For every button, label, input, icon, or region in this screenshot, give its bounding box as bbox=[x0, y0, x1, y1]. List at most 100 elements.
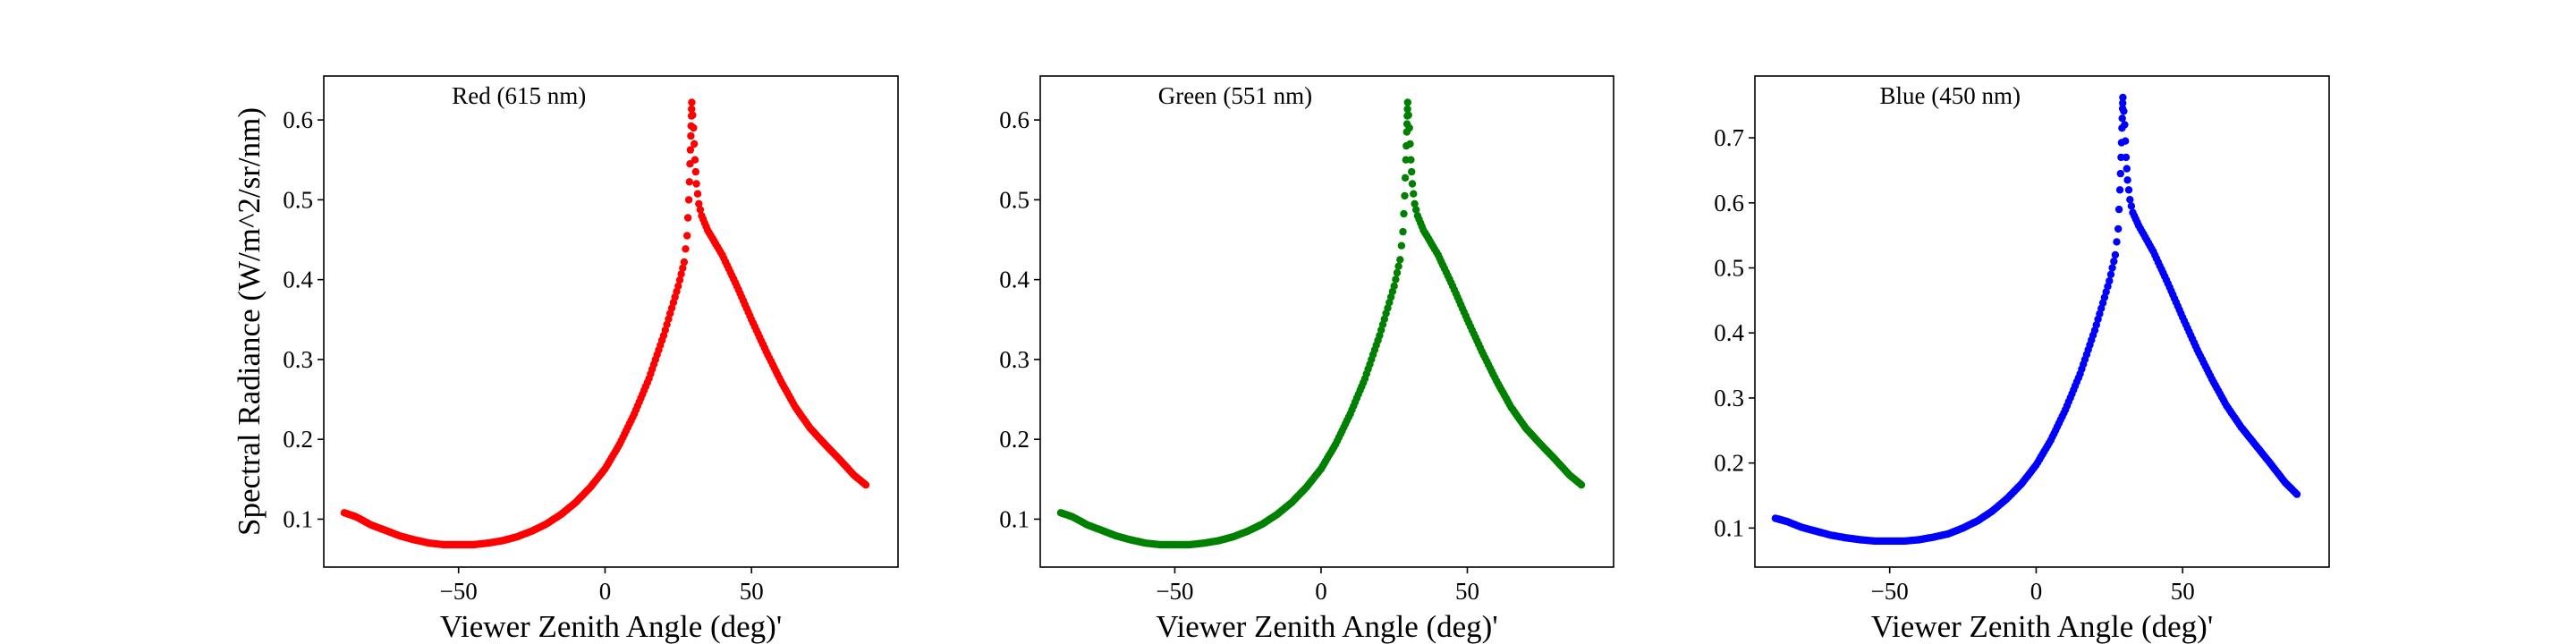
data-point bbox=[683, 214, 692, 222]
data-point bbox=[1401, 191, 1409, 200]
data-point bbox=[2123, 165, 2131, 173]
y-tick-label: 0.5 bbox=[283, 186, 313, 213]
x-axis-label: Viewer Zenith Angle (deg)' bbox=[1871, 609, 2213, 644]
data-point bbox=[2292, 490, 2301, 498]
data-point bbox=[2114, 225, 2123, 233]
data-point bbox=[1400, 209, 1408, 218]
data-point bbox=[1403, 98, 1412, 106]
chart-title: Blue (450 nm) bbox=[1880, 82, 2021, 109]
x-tick-label: −50 bbox=[440, 578, 478, 605]
x-tick-label: 0 bbox=[1315, 578, 1327, 605]
data-point bbox=[693, 190, 702, 198]
data-point bbox=[2113, 238, 2121, 246]
data-point bbox=[695, 199, 703, 208]
data-point bbox=[1412, 206, 1420, 214]
data-point bbox=[696, 206, 705, 214]
data-point bbox=[861, 480, 870, 489]
data-point bbox=[1407, 156, 1415, 164]
data-point bbox=[1390, 282, 1398, 290]
y-tick-label: 0.7 bbox=[1714, 124, 1744, 151]
plot-frame bbox=[1039, 75, 1614, 568]
data-point bbox=[675, 275, 684, 284]
data-point bbox=[2106, 270, 2115, 278]
x-tick-label: −50 bbox=[1871, 578, 1909, 605]
data-point bbox=[691, 140, 699, 148]
y-tick-label: 0.3 bbox=[1714, 385, 1744, 411]
data-point bbox=[1404, 111, 1412, 119]
data-point bbox=[680, 258, 689, 267]
data-point bbox=[677, 270, 685, 278]
data-point bbox=[1399, 227, 1407, 236]
data-point bbox=[2106, 276, 2114, 285]
x-tick-label: 50 bbox=[740, 578, 764, 605]
data-point bbox=[1411, 199, 1419, 208]
x-tick-label: −50 bbox=[1156, 578, 1193, 605]
data-point bbox=[1397, 242, 1406, 250]
data-point bbox=[1393, 268, 1402, 277]
data-point bbox=[684, 196, 693, 204]
y-tick-label: 0.2 bbox=[999, 426, 1030, 453]
data-point bbox=[2122, 137, 2130, 145]
data-point bbox=[690, 123, 698, 132]
plot-frame bbox=[323, 75, 899, 568]
data-point bbox=[692, 180, 700, 188]
plot-frame bbox=[1754, 75, 2330, 568]
y-tick-label: 0.5 bbox=[1714, 255, 1744, 282]
data-point bbox=[1405, 123, 1413, 132]
y-tick-label: 0.3 bbox=[999, 346, 1030, 373]
data-point bbox=[2127, 202, 2136, 210]
chart-panel-1: −50 0 50 0.1 0.2 0.3 0.4 0.5 0.6 Red (615 nm) View… bbox=[232, 75, 899, 644]
data-point bbox=[1394, 262, 1402, 270]
y-tick-label: 0.4 bbox=[1714, 319, 1744, 346]
y-tick-label: 0.2 bbox=[283, 426, 313, 453]
y-tick-label: 0.3 bbox=[283, 346, 313, 373]
data-point bbox=[2124, 186, 2133, 194]
data-point bbox=[1406, 140, 1414, 148]
data-point bbox=[1396, 256, 1404, 264]
data-point bbox=[686, 160, 694, 168]
y-axis-label: Spectral Radiance (W/m^2/sr/nm) bbox=[232, 107, 267, 536]
data-series bbox=[340, 98, 870, 549]
data-series bbox=[1056, 98, 1586, 549]
x-tick-label: 50 bbox=[2171, 578, 2195, 605]
data-point bbox=[687, 131, 695, 140]
data-point bbox=[1392, 275, 1400, 284]
data-point bbox=[2110, 258, 2118, 266]
data-point bbox=[2120, 107, 2128, 115]
data-point bbox=[1408, 180, 1417, 188]
data-point bbox=[1403, 105, 1411, 114]
data-point bbox=[685, 178, 693, 186]
y-tick-label: 0.6 bbox=[999, 106, 1030, 133]
x-tick-label: 0 bbox=[599, 578, 612, 605]
y-tick-label: 0.6 bbox=[283, 106, 313, 133]
data-point bbox=[686, 146, 695, 154]
y-tick-label: 0.1 bbox=[999, 505, 1030, 532]
data-point bbox=[683, 232, 691, 240]
data-point bbox=[689, 111, 697, 119]
y-tick-label: 0.1 bbox=[1714, 514, 1744, 541]
data-point bbox=[1410, 190, 1418, 198]
data-point bbox=[674, 282, 682, 290]
data-point bbox=[2108, 264, 2116, 272]
y-tick-label: 0.5 bbox=[999, 186, 1030, 213]
data-point bbox=[2119, 99, 2127, 107]
y-tick-label: 0.2 bbox=[1714, 450, 1744, 477]
data-point bbox=[2119, 93, 2127, 102]
data-point bbox=[2118, 114, 2126, 123]
chart-panel-3: −50 0 50 0.1 0.2 0.3 0.4 0.5 0.6 0.7 Blue (450 nm)… bbox=[1714, 75, 2330, 644]
data-point bbox=[691, 156, 699, 164]
data-point bbox=[682, 245, 690, 253]
data-point bbox=[2116, 169, 2124, 178]
x-axis-label: Viewer Zenith Angle (deg)' bbox=[1156, 609, 1497, 644]
data-point bbox=[2114, 205, 2123, 214]
chart-title: Green (551 nm) bbox=[1158, 82, 1312, 109]
data-point bbox=[2111, 250, 2120, 259]
data-series bbox=[1771, 93, 2301, 546]
data-point bbox=[1401, 174, 1410, 182]
data-point bbox=[1408, 167, 1416, 176]
data-point bbox=[2122, 153, 2131, 162]
data-point bbox=[2115, 186, 2124, 194]
x-tick-label: 0 bbox=[2030, 578, 2043, 605]
x-axis-label: Viewer Zenith Angle (deg)' bbox=[440, 609, 782, 644]
